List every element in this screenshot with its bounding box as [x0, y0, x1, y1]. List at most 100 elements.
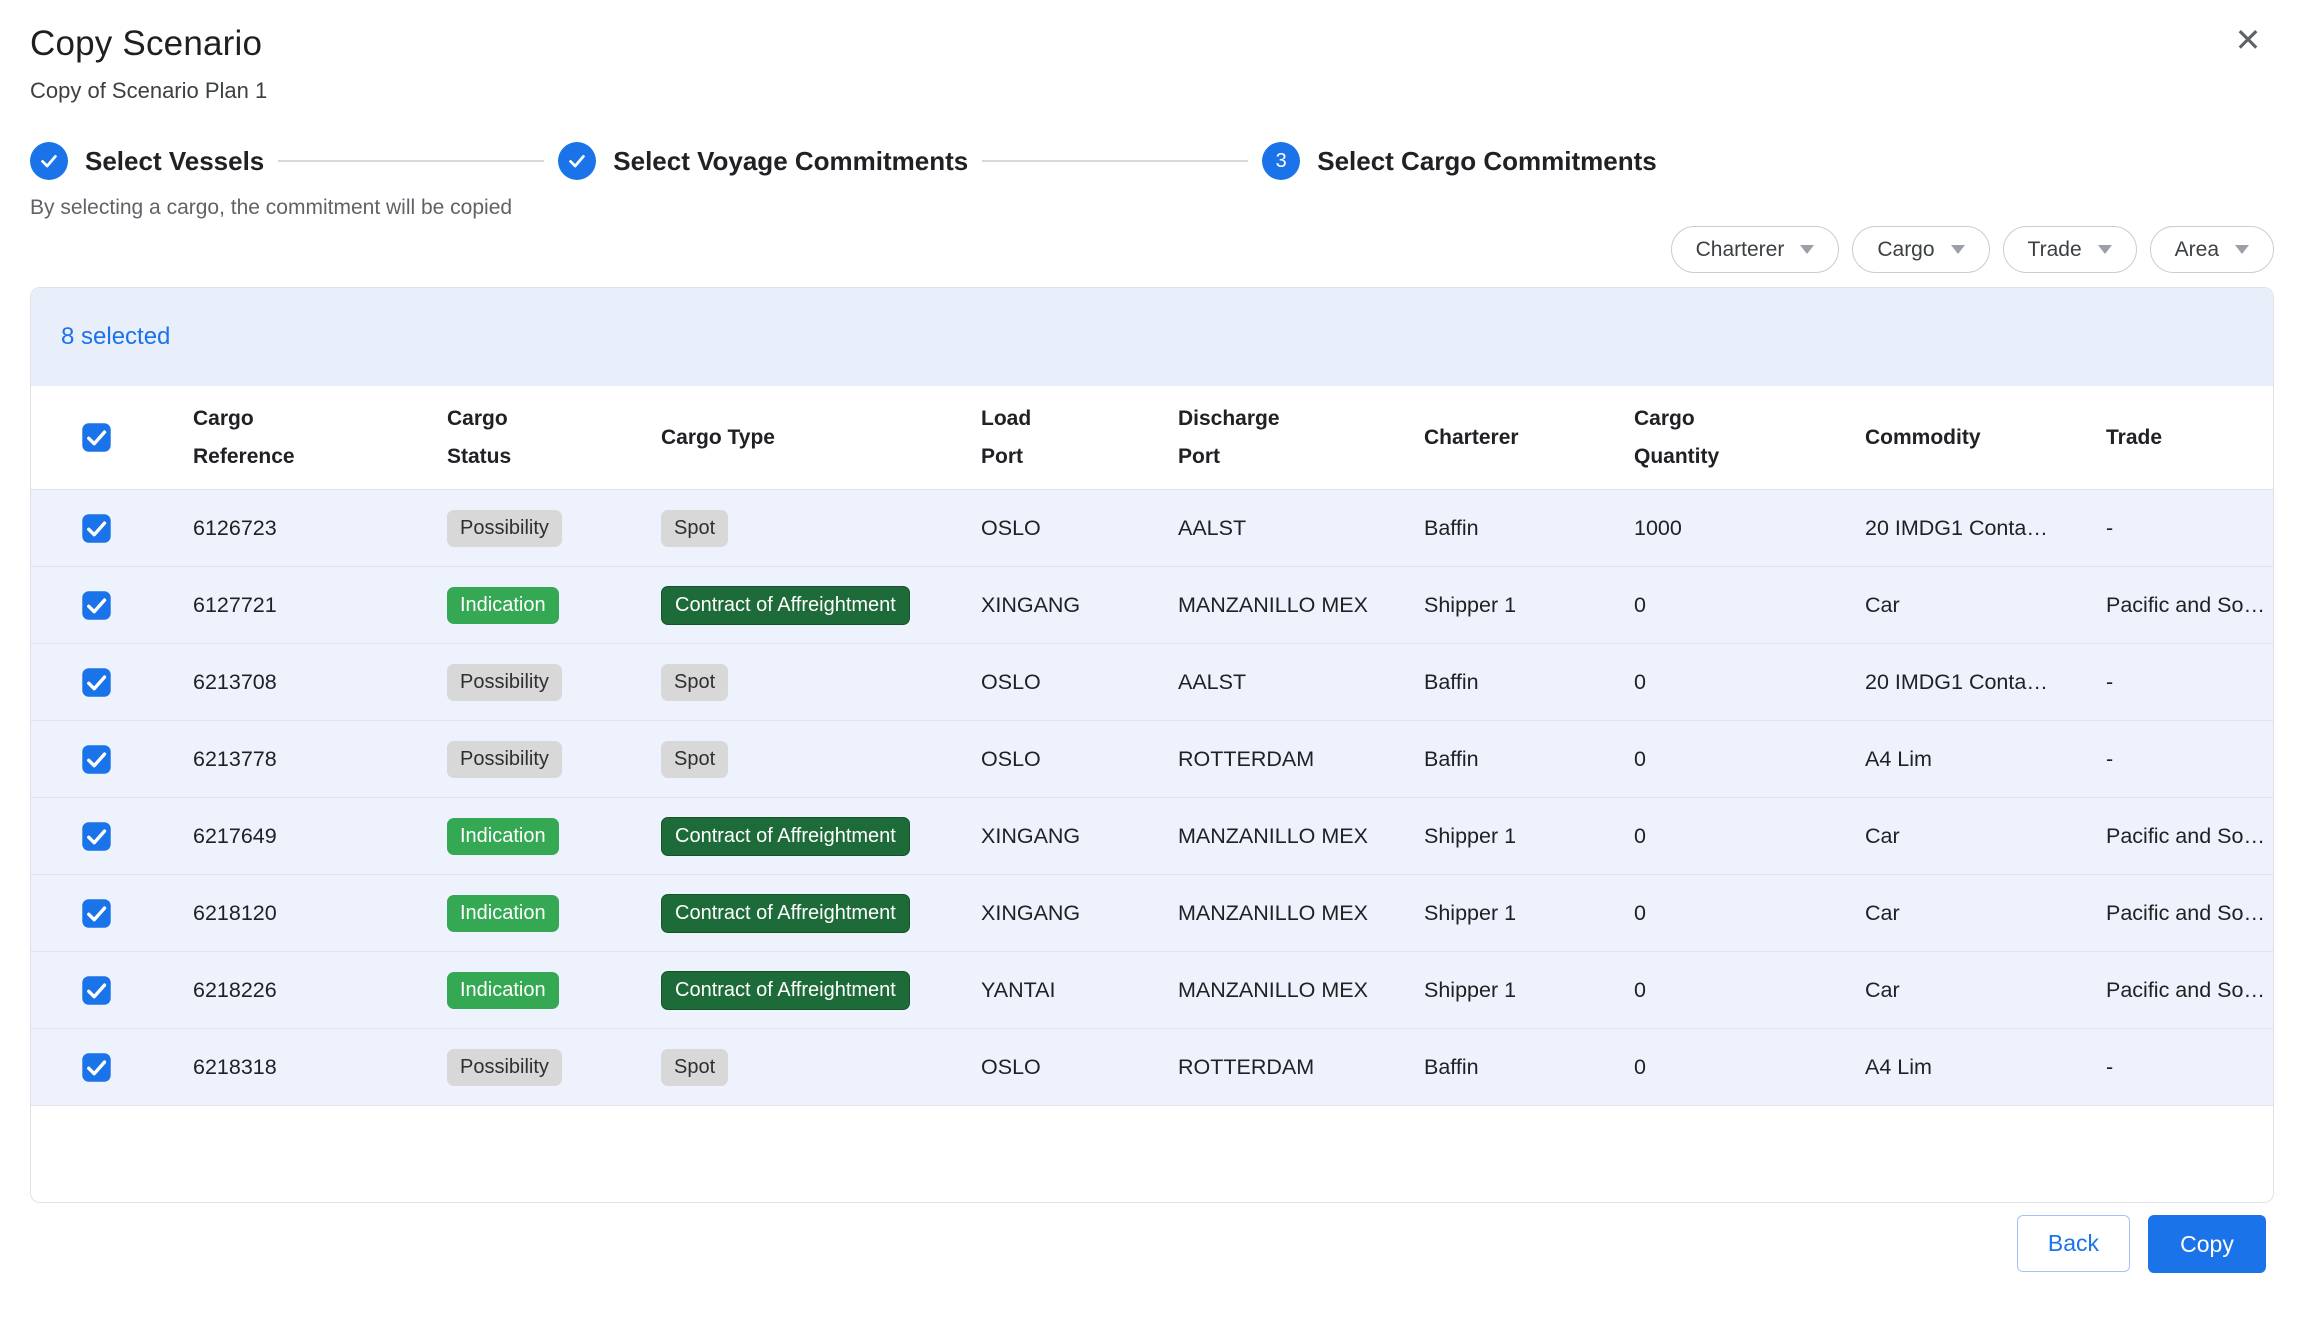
cargo-quantity-cell: 0 [1602, 901, 1833, 926]
status-badge: Possibility [447, 510, 562, 547]
cargo-status-cell: Possibility [415, 741, 629, 778]
filter-label: Cargo [1877, 238, 1934, 262]
selection-count: 8 selected [61, 323, 170, 351]
cargo-status-cell: Possibility [415, 664, 629, 701]
row-checkbox-cell [31, 898, 161, 929]
load-port-cell: OSLO [949, 1055, 1146, 1080]
commodity-cell: A4 Lim [1833, 1055, 2074, 1080]
status-badge: Possibility [447, 664, 562, 701]
copy-button[interactable]: Copy [2148, 1215, 2266, 1273]
helper-text: By selecting a cargo, the commitment wil… [30, 196, 2274, 220]
column-header-line: Reference [193, 438, 415, 476]
cargo-quantity-cell: 0 [1602, 824, 1833, 849]
charterer-cell: Baffin [1392, 747, 1602, 772]
step-select-voyage-commitments[interactable]: Select Voyage Commitments [558, 142, 968, 180]
cargo-type-cell: Contract of Affreightment [629, 586, 949, 625]
column-header: CargoStatus [415, 400, 629, 476]
row-checkbox[interactable] [81, 513, 112, 544]
trade-cell: - [2074, 747, 2273, 772]
chevron-down-icon [2098, 245, 2112, 254]
row-checkbox[interactable] [81, 667, 112, 698]
column-header-line: Quantity [1634, 438, 1833, 476]
type-badge: Contract of Affreightment [661, 817, 910, 856]
cargo-status-cell: Possibility [415, 1049, 629, 1086]
type-badge: Contract of Affreightment [661, 586, 910, 625]
step-number: 3 [1276, 150, 1287, 173]
column-header: Commodity [1833, 419, 2074, 457]
cargo-quantity-cell: 0 [1602, 593, 1833, 618]
cargo-type-cell: Spot [629, 1049, 949, 1086]
cargo-type-cell: Contract of Affreightment [629, 894, 949, 933]
column-header: DischargePort [1146, 400, 1392, 476]
charterer-cell: Baffin [1392, 670, 1602, 695]
select-all-cell [31, 422, 161, 453]
row-checkbox[interactable] [81, 744, 112, 775]
filter-cargo-dropdown[interactable]: Cargo [1852, 226, 1989, 273]
load-port-cell: XINGANG [949, 824, 1146, 849]
load-port-cell: XINGANG [949, 593, 1146, 618]
row-checkbox-cell [31, 821, 161, 852]
type-badge: Spot [661, 1049, 728, 1086]
type-badge: Spot [661, 510, 728, 547]
cargo-reference-cell: 6213708 [161, 670, 415, 695]
row-checkbox-cell [31, 744, 161, 775]
cargo-status-cell: Indication [415, 895, 629, 932]
row-checkbox-cell [31, 1052, 161, 1083]
type-badge: Spot [661, 741, 728, 778]
discharge-port-cell: ROTTERDAM [1146, 1055, 1392, 1080]
row-checkbox[interactable] [81, 821, 112, 852]
cargo-quantity-cell: 0 [1602, 670, 1833, 695]
step-number-circle: 3 [1262, 142, 1300, 180]
cargo-reference-cell: 6127721 [161, 593, 415, 618]
discharge-port-cell: AALST [1146, 670, 1392, 695]
row-checkbox[interactable] [81, 898, 112, 929]
cargo-reference-cell: 6218120 [161, 901, 415, 926]
column-header-line: Cargo [447, 400, 629, 438]
step-connector [982, 160, 1248, 162]
chevron-down-icon [1951, 245, 1965, 254]
column-header-line: Discharge [1178, 400, 1392, 438]
discharge-port-cell: MANZANILLO MEX [1146, 978, 1392, 1003]
table-header-row: CargoReferenceCargoStatusCargo TypeLoadP… [31, 386, 2273, 490]
filter-label: Charterer [1696, 238, 1785, 262]
status-badge: Indication [447, 972, 559, 1009]
discharge-port-cell: ROTTERDAM [1146, 747, 1392, 772]
column-header-line: Trade [2106, 419, 2273, 457]
step-select-cargo-commitments[interactable]: 3 Select Cargo Commitments [1262, 142, 1657, 180]
cargo-status-cell: Indication [415, 818, 629, 855]
column-header: Charterer [1392, 419, 1602, 457]
table-row: 6218318PossibilitySpotOSLOROTTERDAMBaffi… [31, 1029, 2273, 1106]
filter-area-dropdown[interactable]: Area [2150, 226, 2274, 273]
table-row: 6218226IndicationContract of Affreightme… [31, 952, 2273, 1029]
commodity-cell: Car [1833, 978, 2074, 1003]
step-label: Select Voyage Commitments [613, 146, 968, 177]
chevron-down-icon [1800, 245, 1814, 254]
close-icon[interactable]: ✕ [2226, 18, 2270, 62]
selection-band: 8 selected [31, 288, 2273, 386]
load-port-cell: OSLO [949, 516, 1146, 541]
column-header-line: Charterer [1424, 419, 1602, 457]
table-row: 6213778PossibilitySpotOSLOROTTERDAMBaffi… [31, 721, 2273, 798]
cargo-reference-cell: 6218226 [161, 978, 415, 1003]
check-circle-icon [558, 142, 596, 180]
cargo-reference-cell: 6213778 [161, 747, 415, 772]
step-select-vessels[interactable]: Select Vessels [30, 142, 264, 180]
modal-header: Copy Scenario Copy of Scenario Plan 1 ✕ [0, 0, 2304, 104]
column-header-line: Load [981, 400, 1146, 438]
row-checkbox[interactable] [81, 975, 112, 1006]
cargo-table-body: 6126723PossibilitySpotOSLOAALSTBaffin100… [31, 490, 2273, 1106]
trade-cell: - [2074, 670, 2273, 695]
column-header-line: Commodity [1865, 419, 2074, 457]
filter-trade-dropdown[interactable]: Trade [2003, 226, 2137, 273]
filter-charterer-dropdown[interactable]: Charterer [1671, 226, 1840, 273]
back-button[interactable]: Back [2017, 1215, 2130, 1272]
status-badge: Indication [447, 895, 559, 932]
column-header: Cargo Type [629, 419, 949, 457]
select-all-checkbox[interactable] [81, 422, 112, 453]
column-header: CargoQuantity [1602, 400, 1833, 476]
row-checkbox[interactable] [81, 1052, 112, 1083]
table-row: 6127721IndicationContract of Affreightme… [31, 567, 2273, 644]
row-checkbox[interactable] [81, 590, 112, 621]
column-header: Trade [2074, 419, 2273, 457]
charterer-cell: Shipper 1 [1392, 824, 1602, 849]
